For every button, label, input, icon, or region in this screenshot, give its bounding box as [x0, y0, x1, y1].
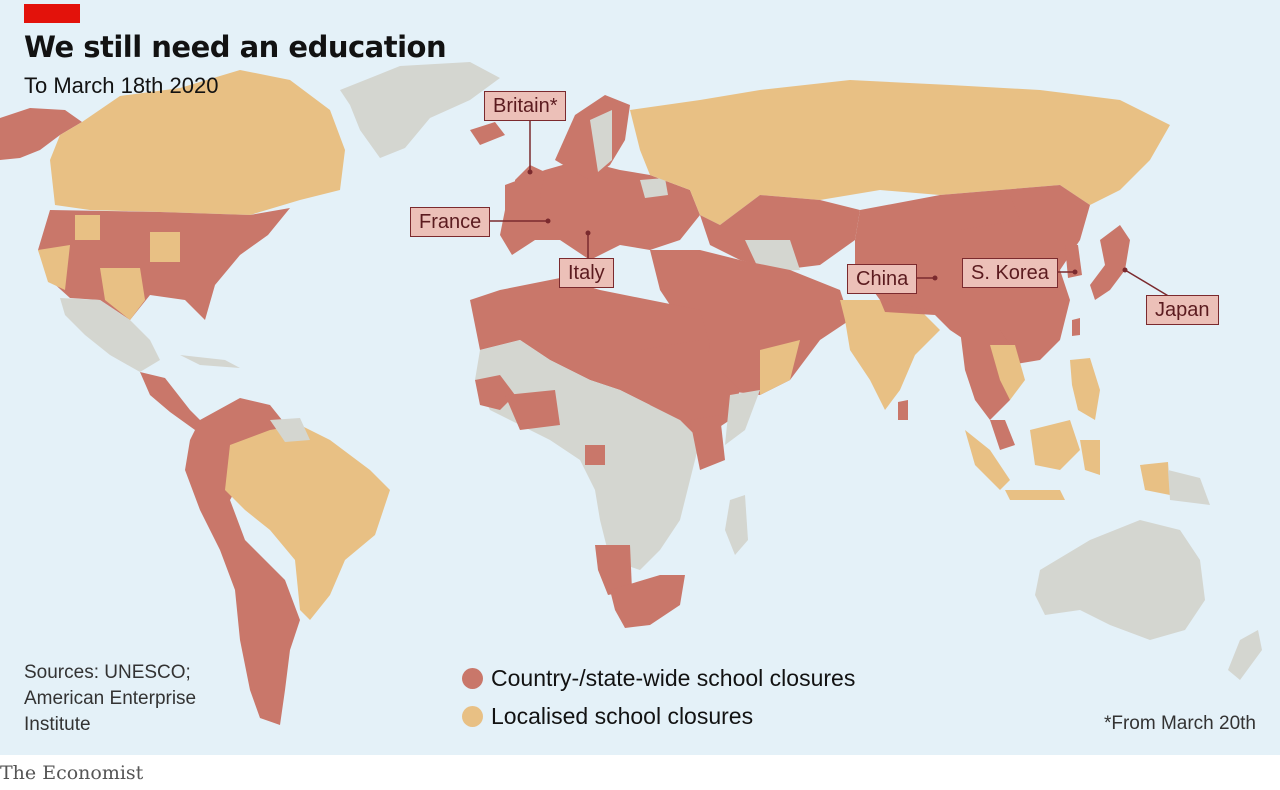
- namibia: [595, 545, 632, 595]
- sudan-ethiopia: [640, 340, 740, 440]
- chart-title: We still need an education: [24, 30, 447, 64]
- south-africa: [610, 575, 685, 628]
- chart-subtitle: To March 18th 2020: [24, 73, 219, 98]
- sources-line-3: Institute: [24, 714, 91, 735]
- gulf-of-guinea: [505, 390, 560, 430]
- yemen-oman: [760, 340, 800, 395]
- sources-line-1: Sources: UNESCO;: [24, 662, 191, 683]
- alaska: [0, 108, 82, 160]
- india: [840, 300, 940, 410]
- new-zealand: [1228, 630, 1262, 680]
- legend-localised: Localised school closures: [462, 703, 753, 730]
- java: [1005, 490, 1065, 500]
- legend-dot-localised: [462, 706, 483, 727]
- mongolia: [920, 195, 1020, 230]
- kenya: [690, 415, 725, 470]
- footnote: *From March 20th: [1103, 713, 1256, 734]
- central-asia: [700, 195, 860, 270]
- sources: Sources: UNESCO; American Enterprise Ins…: [24, 660, 196, 738]
- usa-localised-mid: [150, 232, 180, 262]
- greenland: [340, 62, 500, 158]
- callout-china: China: [847, 264, 918, 294]
- taiwan: [1072, 318, 1080, 336]
- russia: [630, 80, 1170, 225]
- somalia: [725, 390, 760, 445]
- south-america-west: [185, 398, 300, 725]
- callout-italy: Italy: [559, 258, 614, 288]
- middle-east: [650, 250, 850, 395]
- callout-skorea: S. Korea: [962, 258, 1058, 288]
- sumatra: [965, 430, 1010, 490]
- usa-localised-west: [38, 245, 70, 290]
- philippines: [1070, 358, 1100, 420]
- map-panel: We still need an education To March 18th…: [0, 0, 1280, 755]
- legend-label-localised: Localised school closures: [491, 703, 754, 729]
- usa-localised-nw: [75, 215, 100, 240]
- australia: [1035, 520, 1205, 640]
- economist-red-tag: [24, 4, 80, 23]
- sulawesi: [1080, 440, 1100, 475]
- mexico: [60, 298, 160, 372]
- iceland: [470, 122, 505, 145]
- brand-wordmark: The Economist: [0, 762, 144, 784]
- gabon: [585, 445, 605, 465]
- cuba: [180, 355, 240, 368]
- japan: [1090, 225, 1130, 300]
- west-africa: [475, 375, 515, 410]
- britain: [515, 165, 545, 200]
- canada: [50, 70, 345, 215]
- world-map: [0, 62, 1262, 725]
- vietnam-laos: [990, 345, 1025, 400]
- central-america: [140, 372, 205, 430]
- sri-lanka: [898, 400, 908, 420]
- legend-label-country-wide: Country-/state-wide school closures: [491, 665, 856, 691]
- belarus: [640, 178, 668, 198]
- papua-west: [1140, 462, 1170, 495]
- sweden: [590, 110, 612, 172]
- korea: [1065, 245, 1082, 278]
- callout-japan: Japan: [1146, 295, 1219, 325]
- madagascar: [725, 495, 748, 555]
- usa: [38, 208, 290, 320]
- legend-dot-country-wide: [462, 668, 483, 689]
- malaysia-peninsula: [990, 420, 1015, 450]
- borneo: [1030, 420, 1080, 470]
- callout-france: France: [410, 207, 491, 237]
- legend-country-wide: Country-/state-wide school closures: [462, 665, 855, 692]
- callout-britain: Britain*: [484, 91, 567, 121]
- papua-east: [1168, 470, 1210, 505]
- usa-localised-texas: [100, 268, 145, 320]
- guianas: [270, 418, 310, 442]
- sources-line-2: American Enterprise: [24, 688, 197, 709]
- brazil: [225, 425, 390, 620]
